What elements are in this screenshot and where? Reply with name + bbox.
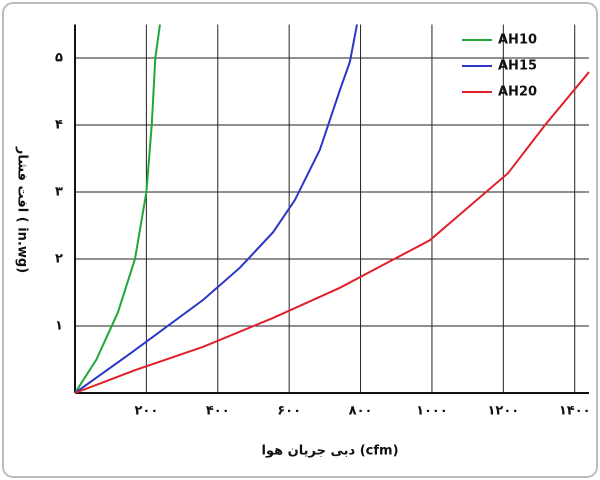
y-tick-label: ۳ [55, 185, 63, 200]
series-line [74, 24, 358, 394]
x-axis-label: دبی جریان هوا (cfm) [261, 444, 398, 459]
x-tick-label: ۴۰۰ [206, 404, 230, 419]
y-tick-label: ۴ [55, 118, 63, 133]
y-tick-label: ۱ [55, 319, 63, 334]
legend-label: AH15 [498, 59, 537, 74]
x-tick-label: ۱۴۰۰ [559, 404, 591, 419]
x-tick-label: ۲۰۰ [134, 404, 158, 419]
y-tick-label: ۵ [55, 51, 63, 66]
legend-label: AH10 [498, 33, 537, 48]
y-axis-label: افت فشار ( in.wg) [15, 146, 30, 273]
x-tick-label: ۶۰۰ [277, 404, 301, 419]
y-tick-label: ۲ [55, 252, 63, 267]
legend-label: AH20 [498, 85, 537, 100]
x-tick-label: ۱۰۰۰ [416, 404, 448, 419]
series-line [74, 24, 161, 394]
x-tick-label: ۸۰۰ [349, 404, 373, 419]
series-line [74, 71, 590, 394]
x-tick-label: ۱۲۰۰ [487, 404, 519, 419]
